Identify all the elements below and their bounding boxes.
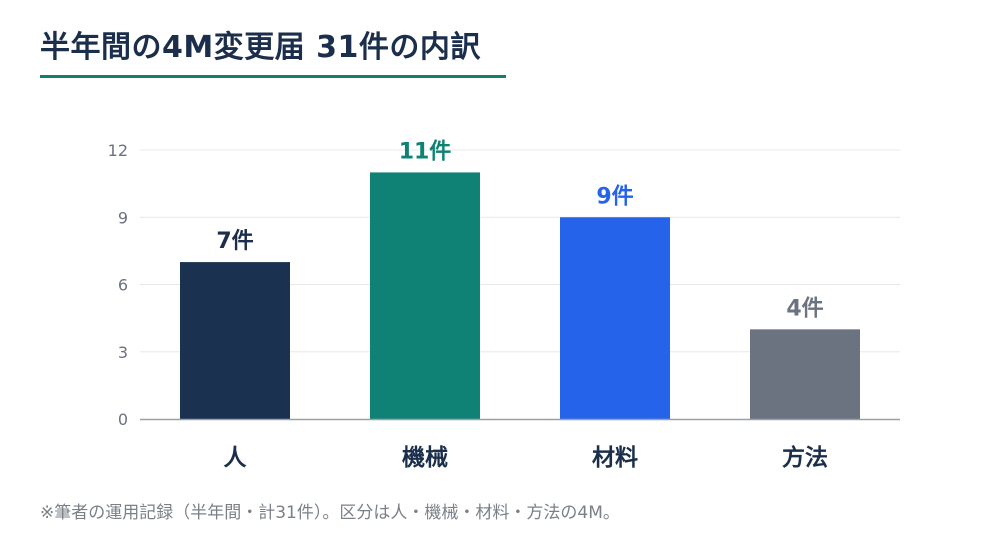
x-tick-label: 人 — [224, 445, 248, 471]
x-tick-label: 材料 — [592, 445, 638, 471]
title-underline — [40, 75, 506, 78]
y-tick-label: 9 — [118, 208, 128, 227]
x-tick-label: 機械 — [402, 445, 448, 471]
bar-value-label: 4件 — [786, 296, 823, 321]
y-tick-label: 6 — [118, 276, 128, 295]
bar-value-label: 9件 — [596, 184, 633, 209]
bar — [750, 329, 860, 419]
y-tick-label: 12 — [108, 141, 128, 160]
bar-value-label: 7件 — [216, 229, 253, 254]
footnote: ※筆者の運用記録（半年間・計31件）。区分は人・機械・材料・方法の4M。 — [40, 503, 620, 523]
data-labels: 7件 11件 9件 4件 — [216, 139, 823, 321]
page-title: 半年間の4M変更届 31件の内訳 — [40, 30, 481, 65]
y-tick-label: 0 — [118, 410, 128, 429]
bar-value-label: 11件 — [399, 139, 452, 164]
x-axis-ticks: 人 機械 材料 方法 — [224, 444, 829, 471]
bars — [180, 172, 860, 419]
bar — [560, 217, 670, 419]
y-tick-label: 3 — [118, 343, 128, 362]
y-axis-ticks: 0 3 6 9 12 — [108, 141, 128, 429]
bar — [370, 172, 480, 419]
x-tick-label: 方法 — [782, 444, 828, 471]
bar — [180, 262, 290, 419]
